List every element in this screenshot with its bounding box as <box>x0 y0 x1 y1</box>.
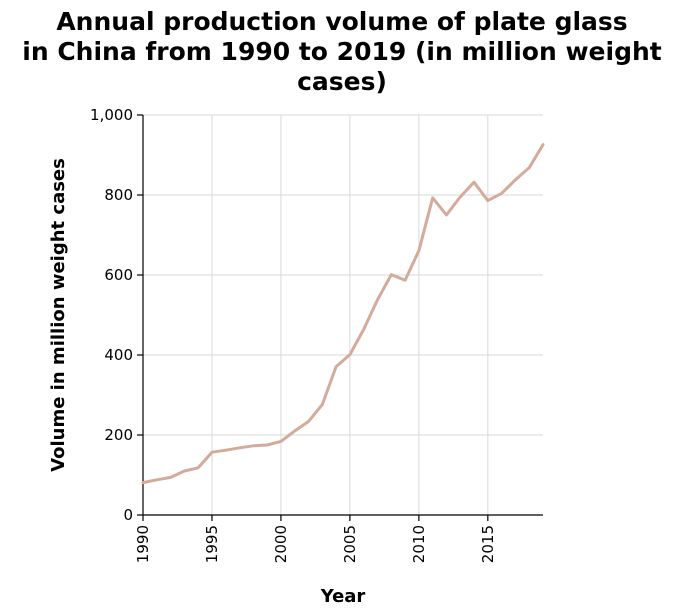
y-tick-label: 200 <box>104 426 133 444</box>
y-axis-label: Volume in million weight cases <box>48 158 69 472</box>
y-tick-label: 1,000 <box>90 106 133 124</box>
series-line <box>141 143 545 485</box>
x-tick-label: 2015 <box>479 525 497 563</box>
y-tick-label: 0 <box>123 506 133 524</box>
x-tick-label: 2005 <box>341 525 359 563</box>
chart-title-line-1: Annual production volume of plate glass <box>56 7 627 36</box>
gridlines <box>143 114 543 515</box>
y-tick-label: 600 <box>104 266 133 284</box>
chart-title-line-3: cases) <box>297 67 387 96</box>
chart-title-line-2: in China from 1990 to 2019 (in million w… <box>22 37 662 66</box>
series <box>141 143 545 485</box>
y-tick-label: 400 <box>104 346 133 364</box>
x-axis-label: Year <box>320 586 366 607</box>
chart-title: Annual production volume of plate glass … <box>22 7 662 96</box>
x-tick-label: 1990 <box>134 525 152 563</box>
y-tick-label: 800 <box>104 186 133 204</box>
x-tick-label: 2010 <box>410 525 428 563</box>
x-tick-label: 1995 <box>203 525 221 563</box>
x-tick-label: 2000 <box>272 525 290 563</box>
axes: 0 200 400 600 800 1,000 1990 1995 2000 2005 2010 20… <box>90 106 543 563</box>
